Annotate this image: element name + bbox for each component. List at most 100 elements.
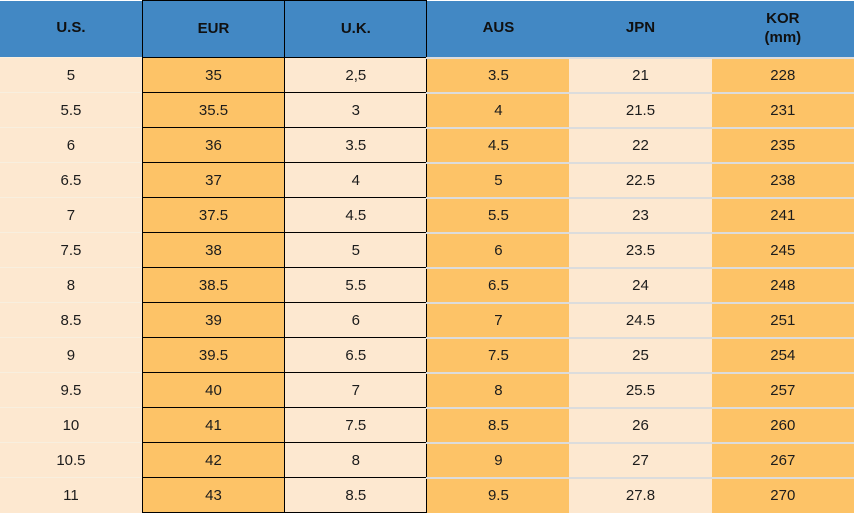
cell-aus: 4 bbox=[426, 91, 570, 128]
cell-jpn: 27 bbox=[569, 441, 712, 478]
cell-eur: 37.5 bbox=[141, 197, 286, 233]
cell-jpn: 26 bbox=[569, 406, 712, 443]
table-row: 8.5 39 6 7 24.5 251 bbox=[0, 301, 854, 338]
cell-kor: 267 bbox=[711, 441, 854, 478]
table-row: 7 37.5 4.5 5.5 23 241 bbox=[0, 196, 854, 233]
cell-eur: 35 bbox=[141, 57, 286, 93]
cell-aus: 9 bbox=[426, 441, 570, 478]
column-header-us: U.S. bbox=[0, 0, 143, 58]
cell-us: 10 bbox=[0, 407, 143, 443]
table-row: 10 41 7.5 8.5 26 260 bbox=[0, 406, 854, 443]
cell-uk: 8 bbox=[284, 442, 428, 478]
cell-eur: 37 bbox=[141, 162, 286, 198]
cell-uk: 6 bbox=[284, 302, 428, 338]
cell-kor: 251 bbox=[711, 301, 854, 338]
table-row: 8 38.5 5.5 6.5 24 248 bbox=[0, 266, 854, 303]
cell-jpn: 25.5 bbox=[569, 371, 712, 408]
cell-us: 8.5 bbox=[0, 302, 143, 338]
cell-uk: 5 bbox=[284, 232, 428, 268]
cell-aus: 8 bbox=[426, 371, 570, 408]
cell-eur: 35.5 bbox=[141, 92, 286, 128]
cell-eur: 42 bbox=[141, 442, 286, 478]
cell-uk: 7 bbox=[284, 372, 428, 408]
column-header-uk: U.K. bbox=[284, 0, 428, 58]
column-header-label: JPN bbox=[625, 19, 656, 37]
cell-uk: 4.5 bbox=[284, 197, 428, 233]
cell-aus: 6 bbox=[426, 231, 570, 268]
cell-aus: 7 bbox=[426, 301, 570, 338]
cell-eur: 41 bbox=[141, 407, 286, 443]
cell-uk: 5.5 bbox=[284, 267, 428, 303]
cell-us: 6 bbox=[0, 127, 143, 163]
cell-aus: 3.5 bbox=[426, 56, 570, 93]
cell-us: 7 bbox=[0, 197, 143, 233]
cell-uk: 7.5 bbox=[284, 407, 428, 443]
cell-kor: 228 bbox=[711, 56, 854, 93]
cell-uk: 2,5 bbox=[284, 57, 428, 93]
cell-eur: 40 bbox=[141, 372, 286, 408]
column-header-label: U.K. bbox=[340, 19, 371, 37]
cell-eur: 39 bbox=[141, 302, 286, 338]
table-row: 11 43 8.5 9.5 27.8 270 bbox=[0, 476, 854, 513]
cell-us: 8 bbox=[0, 267, 143, 303]
column-header-sublabel: (mm) bbox=[764, 28, 802, 46]
cell-jpn: 24 bbox=[569, 266, 712, 303]
table-row: 9.5 40 7 8 25.5 257 bbox=[0, 371, 854, 408]
cell-kor: 238 bbox=[711, 161, 854, 198]
cell-jpn: 23 bbox=[569, 196, 712, 233]
column-header-jpn: JPN bbox=[569, 0, 712, 58]
cell-aus: 5 bbox=[426, 161, 570, 198]
cell-us: 7.5 bbox=[0, 232, 143, 268]
cell-us: 5 bbox=[0, 57, 143, 93]
table-row: 9 39.5 6.5 7.5 25 254 bbox=[0, 336, 854, 373]
cell-kor: 257 bbox=[711, 371, 854, 408]
cell-eur: 39.5 bbox=[141, 337, 286, 373]
cell-aus: 9.5 bbox=[426, 476, 570, 513]
cell-eur: 38 bbox=[141, 232, 286, 268]
column-header-label: EUR bbox=[197, 19, 230, 37]
cell-jpn: 21.5 bbox=[569, 91, 712, 128]
cell-kor: 260 bbox=[711, 406, 854, 443]
column-header-label: U.S. bbox=[56, 19, 86, 37]
table-header: U.S. EUR U.K. AUS JPN KOR (mm) bbox=[0, 0, 854, 58]
table-body: 5 35 2,5 3.5 21 228 5.5 35.5 3 4 21.5 231 6 36 3.5 4.5 2… bbox=[0, 56, 854, 513]
cell-jpn: 25 bbox=[569, 336, 712, 373]
column-header-label: KOR bbox=[766, 9, 800, 27]
cell-uk: 3 bbox=[284, 92, 428, 128]
cell-jpn: 22 bbox=[569, 126, 712, 163]
cell-eur: 43 bbox=[141, 477, 286, 513]
column-header-eur: EUR bbox=[141, 0, 286, 58]
cell-eur: 38.5 bbox=[141, 267, 286, 303]
cell-jpn: 22.5 bbox=[569, 161, 712, 198]
cell-jpn: 23.5 bbox=[569, 231, 712, 268]
cell-kor: 241 bbox=[711, 196, 854, 233]
cell-aus: 4.5 bbox=[426, 126, 570, 163]
cell-uk: 4 bbox=[284, 162, 428, 198]
table-row: 6 36 3.5 4.5 22 235 bbox=[0, 126, 854, 163]
table-row: 6.5 37 4 5 22.5 238 bbox=[0, 161, 854, 198]
cell-uk: 6.5 bbox=[284, 337, 428, 373]
cell-us: 5.5 bbox=[0, 92, 143, 128]
cell-kor: 231 bbox=[711, 91, 854, 128]
cell-kor: 235 bbox=[711, 126, 854, 163]
cell-us: 10.5 bbox=[0, 442, 143, 478]
column-header-label: AUS bbox=[482, 19, 515, 37]
table-row: 10.5 42 8 9 27 267 bbox=[0, 441, 854, 478]
cell-kor: 248 bbox=[711, 266, 854, 303]
cell-us: 9.5 bbox=[0, 372, 143, 408]
cell-aus: 8.5 bbox=[426, 406, 570, 443]
cell-jpn: 21 bbox=[569, 56, 712, 93]
cell-uk: 3.5 bbox=[284, 127, 428, 163]
cell-kor: 245 bbox=[711, 231, 854, 268]
cell-aus: 7.5 bbox=[426, 336, 570, 373]
cell-aus: 6.5 bbox=[426, 266, 570, 303]
cell-kor: 270 bbox=[711, 476, 854, 513]
cell-us: 9 bbox=[0, 337, 143, 373]
table-row: 7.5 38 5 6 23.5 245 bbox=[0, 231, 854, 268]
cell-us: 11 bbox=[0, 477, 143, 513]
table-row: 5.5 35.5 3 4 21.5 231 bbox=[0, 91, 854, 128]
table-row: 5 35 2,5 3.5 21 228 bbox=[0, 56, 854, 93]
cell-eur: 36 bbox=[141, 127, 286, 163]
cell-uk: 8.5 bbox=[284, 477, 428, 513]
